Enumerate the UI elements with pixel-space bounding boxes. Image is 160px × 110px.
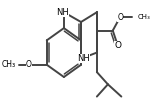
Text: CH₃: CH₃	[137, 14, 150, 20]
Text: O: O	[26, 60, 32, 69]
Text: CH₃: CH₃	[2, 60, 16, 69]
Text: O: O	[114, 41, 121, 50]
Text: O: O	[117, 13, 123, 22]
Text: NH: NH	[56, 8, 69, 17]
Text: NH: NH	[77, 54, 90, 63]
